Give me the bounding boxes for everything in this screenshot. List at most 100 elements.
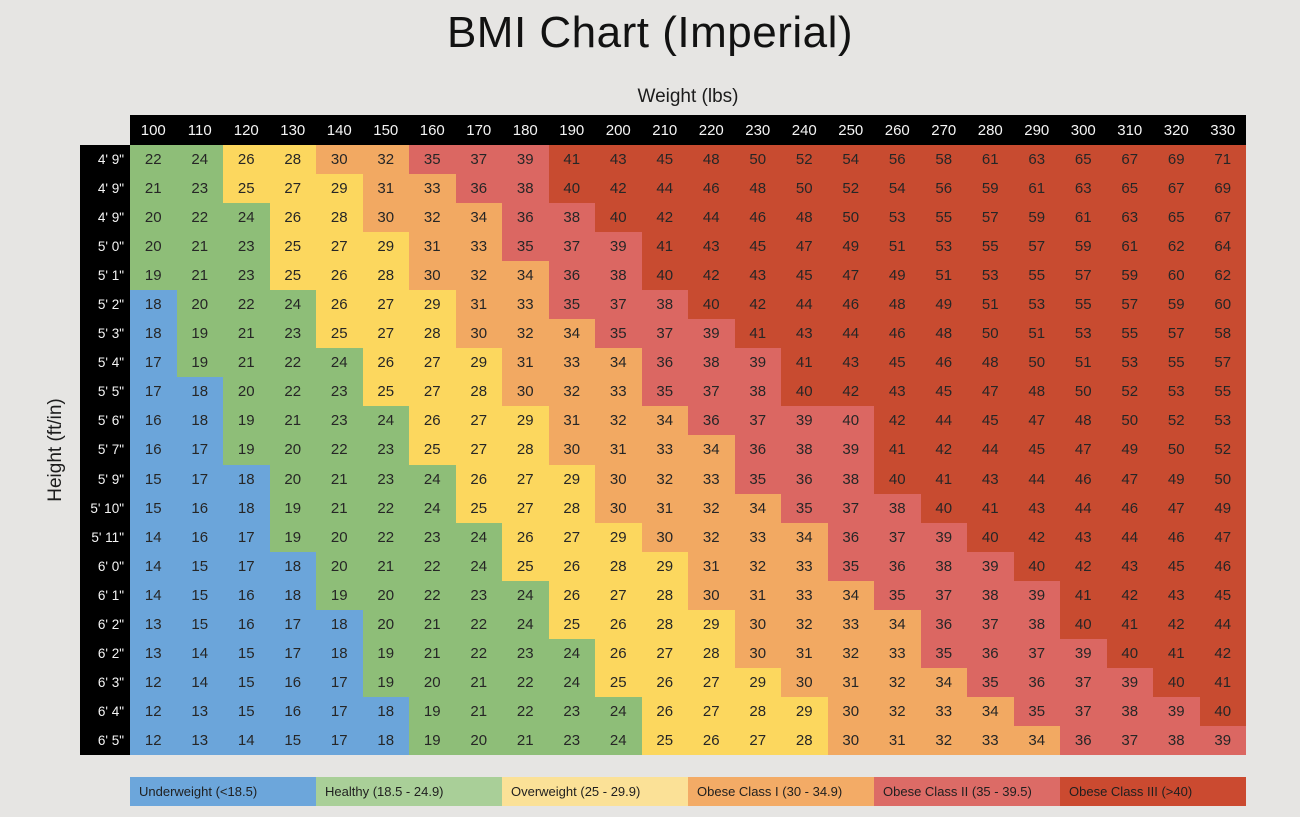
bmi-cell: 53: [874, 203, 921, 233]
bmi-cell: 58: [920, 145, 967, 175]
bmi-cell: 65: [1060, 145, 1107, 175]
bmi-cell: 37: [688, 377, 735, 407]
bmi-cell: 31: [827, 667, 874, 697]
bmi-cell: 53: [920, 232, 967, 262]
bmi-cell: 37: [734, 406, 781, 436]
bmi-cell: 26: [362, 348, 409, 378]
bmi-cell: 28: [641, 580, 688, 610]
bmi-cell: 24: [548, 638, 595, 668]
bmi-cell: 42: [827, 377, 874, 407]
bmi-cell: 27: [269, 174, 316, 204]
bmi-cell: 46: [1153, 522, 1200, 552]
bmi-cell: 59: [1106, 261, 1153, 291]
bmi-cell: 61: [1060, 203, 1107, 233]
bmi-cell: 13: [176, 696, 223, 726]
bmi-cell: 32: [455, 261, 502, 291]
bmi-cell: 27: [688, 696, 735, 726]
bmi-cell: 17: [130, 377, 177, 407]
bmi-cell: 29: [641, 551, 688, 581]
bmi-cell: 43: [595, 145, 642, 175]
bmi-cell: 21: [223, 319, 270, 349]
bmi-cell: 35: [734, 464, 781, 494]
bmi-cell: 39: [827, 435, 874, 465]
bmi-cell: 29: [688, 609, 735, 639]
bmi-cell: 40: [827, 406, 874, 436]
bmi-cell: 18: [362, 725, 409, 755]
bmi-cell: 38: [734, 377, 781, 407]
bmi-cell: 39: [734, 348, 781, 378]
bmi-cell: 14: [176, 667, 223, 697]
bmi-cell: 26: [595, 638, 642, 668]
bmi-cell: 52: [1153, 406, 1200, 436]
height-row-label: 6' 3": [97, 674, 124, 690]
bmi-cell: 35: [781, 493, 828, 523]
weight-header-cell: 300: [1070, 121, 1096, 139]
bmi-cell: 41: [1106, 609, 1153, 639]
bmi-cell: 29: [734, 667, 781, 697]
bmi-cell: 51: [967, 290, 1014, 320]
bmi-cell: 17: [316, 667, 363, 697]
bmi-cell: 26: [688, 725, 735, 755]
bmi-cell: 63: [1106, 203, 1153, 233]
bmi-cell: 62: [1199, 261, 1246, 291]
weight-header-cell: 330: [1210, 121, 1236, 139]
bmi-cell: 31: [781, 638, 828, 668]
bmi-cell: 23: [316, 406, 363, 436]
bmi-cell: 28: [734, 696, 781, 726]
bmi-cell: 46: [920, 348, 967, 378]
bmi-cell: 19: [409, 696, 456, 726]
bmi-cell: 17: [316, 725, 363, 755]
bmi-cell: 25: [595, 667, 642, 697]
bmi-cell: 69: [1153, 145, 1200, 175]
bmi-cell: 18: [316, 638, 363, 668]
bmi-cell: 24: [502, 580, 549, 610]
bmi-cell: 29: [362, 232, 409, 262]
bmi-cell: 52: [827, 174, 874, 204]
bmi-cell: 43: [688, 232, 735, 262]
bmi-cell: 27: [502, 493, 549, 523]
bmi-cell: 36: [1013, 667, 1060, 697]
bmi-cell: 23: [176, 174, 223, 204]
bmi-cell: 19: [269, 522, 316, 552]
bmi-cell: 20: [223, 377, 270, 407]
bmi-cell: 33: [548, 348, 595, 378]
bmi-cell: 43: [1106, 551, 1153, 581]
bmi-cell: 62: [1153, 232, 1200, 262]
bmi-cell: 45: [1153, 551, 1200, 581]
bmi-cell: 63: [1013, 145, 1060, 175]
bmi-cell: 21: [223, 348, 270, 378]
bmi-cell: 32: [688, 522, 735, 552]
bmi-cell: 31: [595, 435, 642, 465]
bmi-cell: 49: [1153, 464, 1200, 494]
category-legend: Underweight (<18.5) Healthy (18.5 - 24.9)…: [130, 777, 1246, 806]
height-row-label: 5' 11": [91, 529, 124, 545]
legend-item-underweight: Underweight (<18.5): [130, 777, 316, 806]
bmi-cell: 38: [1106, 696, 1153, 726]
bmi-cell: 28: [362, 261, 409, 291]
bmi-cell: 43: [1013, 493, 1060, 523]
bmi-cell: 36: [967, 638, 1014, 668]
bmi-cell: 28: [455, 377, 502, 407]
weight-header-cell: 270: [931, 121, 957, 139]
bmi-cell: 21: [130, 174, 177, 204]
bmi-cell: 17: [269, 638, 316, 668]
bmi-cell: 24: [223, 203, 270, 233]
bmi-cell: 48: [1013, 377, 1060, 407]
bmi-cell: 53: [1153, 377, 1200, 407]
bmi-cell: 35: [967, 667, 1014, 697]
bmi-cell: 22: [409, 580, 456, 610]
bmi-cell: 48: [920, 319, 967, 349]
weight-header-cell: 220: [698, 121, 724, 139]
page-title: BMI Chart (Imperial): [446, 8, 854, 57]
bmi-cell: 36: [641, 348, 688, 378]
bmi-cell: 17: [130, 348, 177, 378]
bmi-cell: 20: [316, 551, 363, 581]
bmi-cell: 36: [455, 174, 502, 204]
bmi-cell: 26: [641, 696, 688, 726]
height-row-label: 5' 7": [97, 442, 124, 458]
bmi-cell: 30: [641, 522, 688, 552]
bmi-cell: 42: [734, 290, 781, 320]
weight-header-cell: 240: [791, 121, 817, 139]
bmi-cell: 47: [1106, 464, 1153, 494]
bmi-cell: 34: [874, 609, 921, 639]
